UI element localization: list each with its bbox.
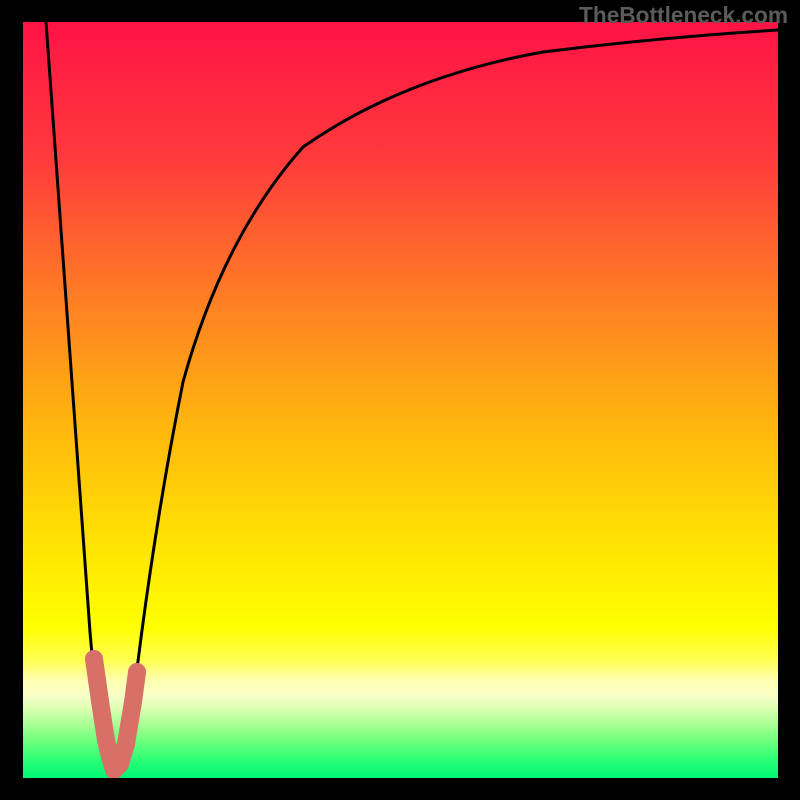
marker-point (117, 735, 135, 753)
plot-area (23, 22, 778, 778)
curve-layer (23, 22, 778, 778)
marker-point (88, 671, 106, 689)
marker-point (91, 692, 109, 710)
watermark-text: TheBottleneck.com (579, 2, 788, 29)
marker-point (128, 663, 146, 681)
marker-point (94, 712, 112, 730)
chart-root: TheBottleneck.com (0, 0, 800, 800)
marker-point (111, 755, 129, 773)
marker-point (124, 693, 142, 711)
curve-right-branch (114, 30, 778, 778)
marker-point (97, 731, 115, 749)
marker-point (85, 650, 103, 668)
